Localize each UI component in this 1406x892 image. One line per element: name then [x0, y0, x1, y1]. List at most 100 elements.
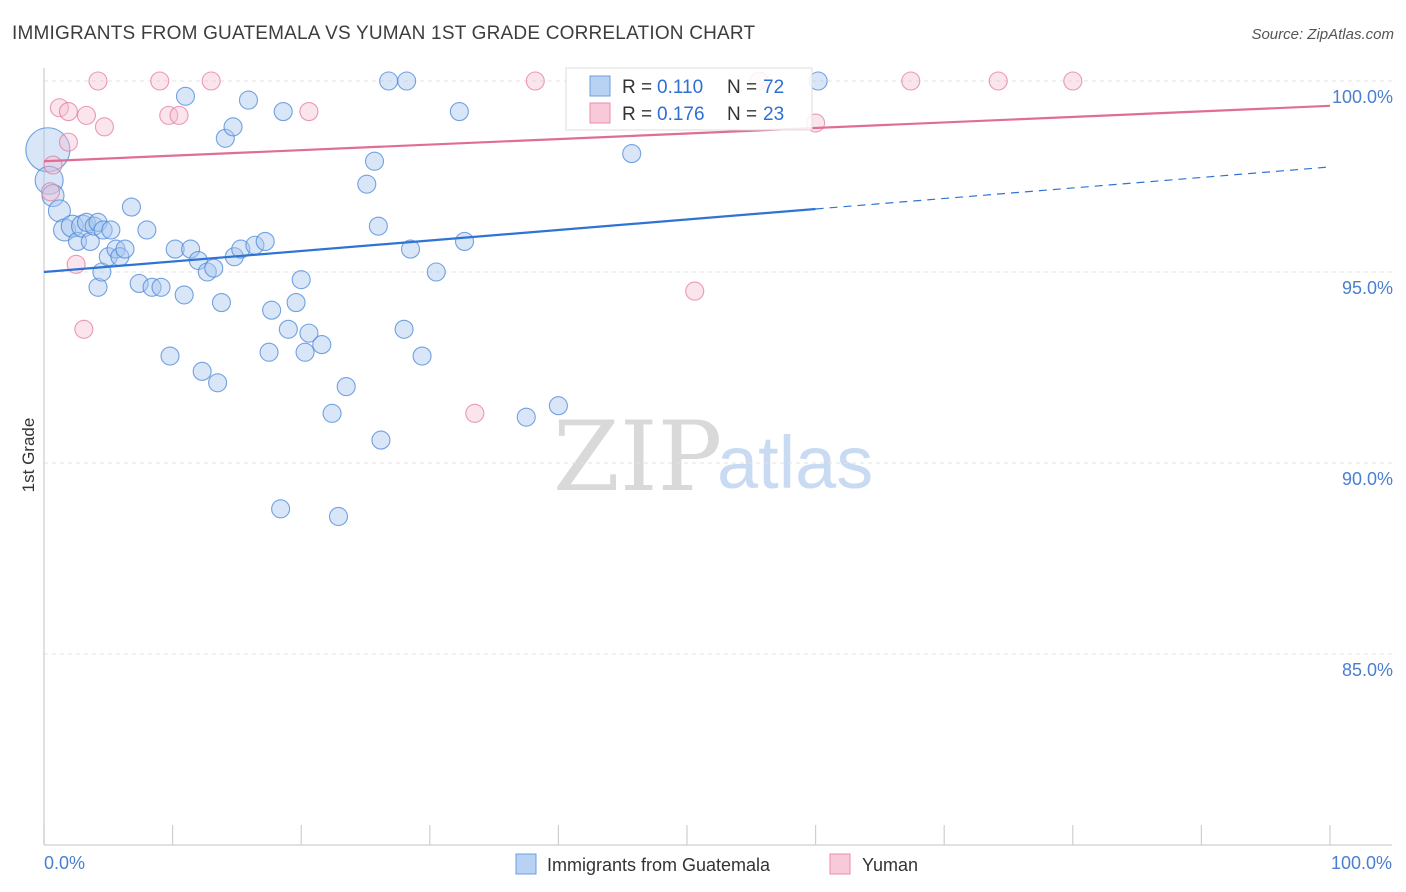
point-guatemala-66	[449, 102, 469, 122]
point-guatemala-48	[291, 270, 311, 290]
point-guatemala-3	[47, 199, 71, 223]
gridlines	[44, 80, 1392, 655]
point-guatemala-25	[160, 346, 180, 366]
point-guatemala-67	[454, 231, 475, 251]
point-guatemala-13	[88, 277, 108, 297]
chart-source: Source: ZipAtlas.com	[1251, 26, 1394, 43]
trend-lines	[43, 104, 1331, 274]
point-guatemala-39	[238, 90, 259, 110]
legend-r-label-1: R =	[622, 104, 652, 125]
point-yuman-8	[88, 71, 108, 91]
point-guatemala-58	[368, 216, 388, 236]
point-yuman-13	[201, 71, 221, 91]
point-guatemala-56	[357, 174, 377, 194]
point-yuman-12	[169, 105, 189, 125]
watermark: ZIP atlas	[553, 401, 873, 513]
point-guatemala-53	[322, 403, 342, 423]
point-guatemala-65	[397, 71, 417, 91]
point-guatemala-22	[137, 220, 157, 240]
point-guatemala-42	[262, 300, 282, 320]
point-guatemala-50	[299, 323, 319, 343]
point-yuman-0	[40, 182, 60, 202]
point-yuman-1	[43, 155, 63, 175]
point-yuman-10	[150, 71, 170, 91]
point-guatemala-21	[129, 273, 149, 294]
series-legend-label-guatemala: Immigrants from Guatemala	[547, 855, 771, 875]
point-yuman-16	[525, 71, 545, 91]
point-guatemala-60	[379, 71, 399, 91]
point-guatemala-63	[412, 346, 432, 366]
point-guatemala-26	[165, 239, 185, 259]
point-guatemala-24	[151, 277, 171, 297]
point-guatemala-52	[271, 499, 291, 519]
point-guatemala-44	[223, 117, 243, 137]
trend-line-guatemala	[43, 207, 816, 274]
point-guatemala-33	[208, 373, 228, 393]
trend-line-guatemala-extension	[815, 166, 1331, 210]
point-yuman-20	[901, 71, 921, 91]
point-yuman-14	[299, 102, 319, 122]
legend-n-label-0: N =	[727, 77, 757, 98]
point-yuman-22	[1063, 71, 1083, 91]
y-tick-label-2: 90.0%	[1342, 469, 1393, 489]
point-yuman-4	[58, 132, 78, 152]
legend-r-label-0: R =	[622, 77, 652, 98]
point-yuman-3	[58, 102, 78, 122]
point-yuman-11	[159, 105, 179, 125]
point-guatemala-57	[364, 151, 385, 171]
point-guatemala-46	[278, 319, 298, 339]
x-axis-minor-ticks	[43, 825, 1331, 845]
x-tick-label-right: 100.0%	[1331, 853, 1392, 873]
scatter-points	[25, 71, 1083, 527]
point-yuman-9	[94, 117, 114, 137]
y-tick-label-3: 85.0%	[1342, 660, 1393, 680]
watermark-zip: ZIP	[553, 401, 722, 513]
legend-swatch-blue	[589, 75, 611, 97]
legend-r-value-0: 0.110	[657, 77, 703, 98]
legend-n-value-1: 23	[763, 104, 784, 125]
x-tick-label-left: 0.0%	[44, 853, 85, 873]
legend-n-value-0: 72	[763, 77, 784, 98]
point-guatemala-59	[371, 430, 391, 450]
series-legend-swatch-yuman	[829, 853, 851, 875]
point-guatemala-32	[204, 258, 224, 278]
point-guatemala-69	[548, 396, 568, 416]
point-guatemala-16	[101, 220, 121, 240]
point-guatemala-41	[255, 231, 275, 251]
point-guatemala-64	[426, 262, 446, 282]
point-guatemala-51	[312, 335, 332, 355]
point-guatemala-54	[336, 377, 356, 397]
point-guatemala-28	[181, 239, 201, 259]
trend-line-yuman	[43, 104, 1331, 163]
point-yuman-6	[74, 319, 94, 339]
point-guatemala-35	[175, 86, 196, 106]
point-guatemala-36	[215, 128, 235, 148]
point-yuman-7	[76, 105, 96, 125]
y-tick-label-0: 100.0%	[1332, 87, 1393, 107]
chart-title: IMMIGRANTS FROM GUATEMALA VS YUMAN 1ST G…	[12, 23, 755, 44]
point-guatemala-45	[273, 102, 293, 122]
series-legend-label-yuman: Yuman	[862, 855, 918, 875]
series-legend-swatch-guatemala	[515, 853, 537, 875]
point-yuman-21	[988, 71, 1008, 91]
point-guatemala-43	[259, 342, 279, 362]
stats-legend: R = 0.110 N = 72 R = 0.176 N = 23	[565, 67, 813, 131]
point-yuman-15	[465, 403, 485, 423]
point-guatemala-9	[80, 231, 100, 251]
point-guatemala-38	[231, 239, 251, 259]
point-guatemala-62	[400, 239, 421, 259]
point-guatemala-30	[192, 361, 212, 381]
point-guatemala-27	[174, 285, 194, 305]
point-guatemala-68	[516, 407, 536, 427]
point-yuman-17	[685, 281, 705, 301]
legend-n-label-1: N =	[727, 104, 757, 125]
legend-swatch-pink	[589, 102, 611, 124]
legend-r-value-1: 0.176	[657, 104, 705, 125]
point-guatemala-47	[286, 293, 306, 313]
point-guatemala-19	[115, 239, 135, 259]
point-guatemala-55	[328, 506, 349, 527]
y-tick-labels: 100.0% 95.0% 90.0% 85.0%	[1332, 87, 1393, 680]
point-guatemala-49	[295, 342, 315, 362]
point-guatemala-20	[121, 197, 141, 217]
